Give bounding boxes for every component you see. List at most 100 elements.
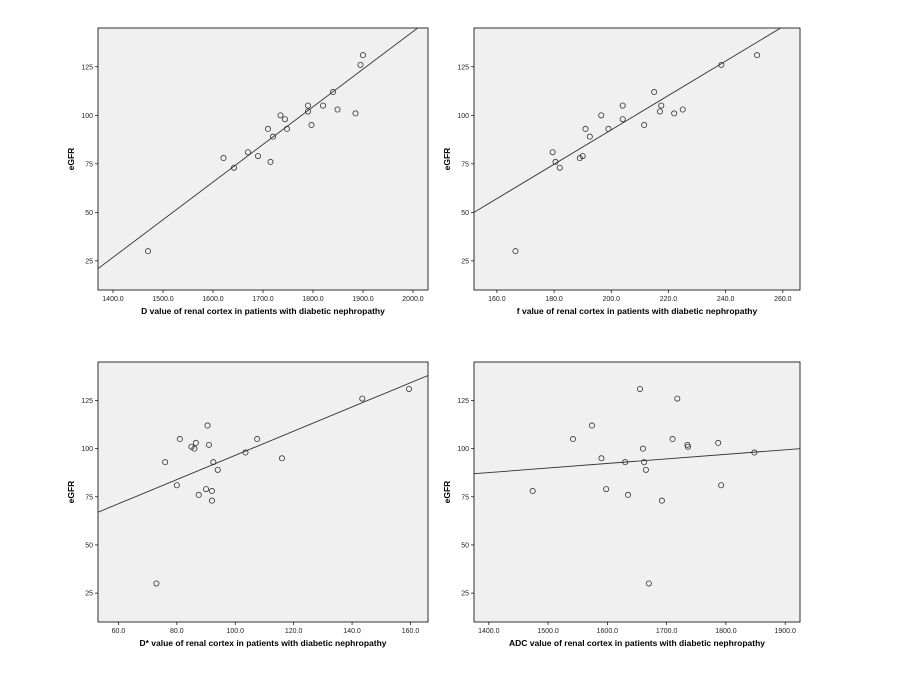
- chart-panel-3: 60.0 80.0 100.0 120.0 140.0 160.0 25 50 75 100 125…: [66, 361, 429, 648]
- data-point: [352, 110, 359, 117]
- y-tick-label: 75: [85, 161, 93, 168]
- fit-line: [98, 28, 419, 270]
- data-point: [334, 106, 341, 113]
- x-tick-label: 100.0: [226, 628, 244, 635]
- y-axis-label: eGFR: [442, 148, 452, 171]
- x-tick-label: 1700.0: [656, 628, 678, 635]
- x-tick-label: 1900.0: [352, 296, 374, 303]
- data-point: [329, 89, 336, 96]
- data-point: [244, 149, 251, 156]
- chart-panel-2: 160.0 180.0 200.0 220.0 240.0 260.0 25 50 75 100 1…: [442, 27, 801, 316]
- data-point: [751, 449, 758, 456]
- y-axis-label: eGFR: [66, 481, 76, 504]
- y-tick-label: 125: [81, 398, 93, 405]
- x-tick-label: 160.0: [402, 628, 420, 635]
- chart-panel-4: 1400.0 1500.0 1600.0 1700.0 1800.0 1900.0 25 50…: [442, 361, 801, 648]
- data-point: [586, 133, 593, 140]
- data-point: [283, 125, 290, 132]
- x-tick-label: 1900.0: [774, 628, 796, 635]
- x-tick-label: 180.0: [545, 296, 563, 303]
- x-tick-label: 1500.0: [537, 628, 559, 635]
- data-point: [220, 155, 227, 162]
- x-tick-label: 1500.0: [152, 296, 174, 303]
- x-tick-label: 140.0: [343, 628, 361, 635]
- data-point: [715, 439, 722, 446]
- x-tick-label: 1800.0: [302, 296, 324, 303]
- y-tick-label: 125: [457, 398, 469, 405]
- data-point: [278, 455, 285, 462]
- data-point: [264, 125, 271, 132]
- data-point: [625, 491, 632, 498]
- y-tick-label: 50: [85, 210, 93, 217]
- data-point: [582, 125, 589, 132]
- data-point: [357, 61, 364, 68]
- data-point: [406, 385, 413, 392]
- data-point: [619, 116, 626, 123]
- data-point: [195, 491, 202, 498]
- data-point: [658, 102, 665, 109]
- fit-line: [474, 448, 800, 475]
- y-axis-label: eGFR: [442, 481, 452, 504]
- data-point: [153, 580, 160, 587]
- data-point: [512, 248, 519, 255]
- x-axis-label: D* value of renal cortex in patients wit…: [139, 638, 386, 648]
- data-point: [254, 153, 261, 160]
- y-tick-label: 100: [81, 446, 93, 453]
- data-point: [529, 488, 536, 495]
- x-axis-label: ADC value of renal cortex in patients wi…: [509, 638, 765, 648]
- data-point: [214, 466, 221, 473]
- y-tick-label: 25: [461, 591, 469, 598]
- chart-panel-1: 1400.0 1500.0 1600.0 1700.0 1800.0 1900.0 2000…: [66, 27, 429, 316]
- data-point: [549, 149, 556, 156]
- x-tick-label: 1600.0: [202, 296, 224, 303]
- data-point: [176, 436, 183, 443]
- data-point: [359, 395, 366, 402]
- data-point: [636, 385, 643, 392]
- x-tick-label: 260.0: [774, 296, 792, 303]
- data-point: [718, 482, 725, 489]
- x-tick-label: 220.0: [660, 296, 678, 303]
- x-tick-label: 2000.0: [402, 296, 424, 303]
- data-point: [656, 108, 663, 115]
- y-tick-label: 50: [461, 542, 469, 549]
- plot-area: [97, 27, 429, 291]
- data-point: [192, 439, 199, 446]
- data-point: [173, 482, 180, 489]
- y-tick-label: 50: [85, 542, 93, 549]
- data-point: [144, 248, 151, 255]
- y-tick-label: 50: [461, 210, 469, 217]
- plot-area: [473, 361, 801, 623]
- data-point: [588, 422, 595, 429]
- data-point: [204, 422, 211, 429]
- x-tick-label: 1800.0: [715, 628, 737, 635]
- data-point: [552, 158, 559, 165]
- data-point: [203, 486, 210, 493]
- data-point: [754, 52, 761, 59]
- data-point: [230, 164, 237, 171]
- x-tick-label: 1400.0: [102, 296, 124, 303]
- x-tick-label: 1400.0: [478, 628, 500, 635]
- data-point: [304, 102, 311, 109]
- data-point: [254, 436, 261, 443]
- data-point: [242, 449, 249, 456]
- y-tick-label: 75: [461, 494, 469, 501]
- data-point: [651, 89, 658, 96]
- data-point: [619, 102, 626, 109]
- y-tick-label: 100: [457, 113, 469, 120]
- data-point: [556, 164, 563, 171]
- fit-line: [98, 375, 428, 513]
- x-tick-label: 1600.0: [597, 628, 619, 635]
- data-point: [162, 459, 169, 466]
- data-point: [598, 455, 605, 462]
- y-axis-label: eGFR: [66, 148, 76, 171]
- x-tick-label: 1700.0: [252, 296, 274, 303]
- data-point: [598, 112, 605, 119]
- data-point: [605, 125, 612, 132]
- data-point: [641, 459, 648, 466]
- y-tick-label: 100: [457, 446, 469, 453]
- y-tick-label: 75: [85, 494, 93, 501]
- data-point: [622, 459, 629, 466]
- data-point: [669, 436, 676, 443]
- data-point: [642, 466, 649, 473]
